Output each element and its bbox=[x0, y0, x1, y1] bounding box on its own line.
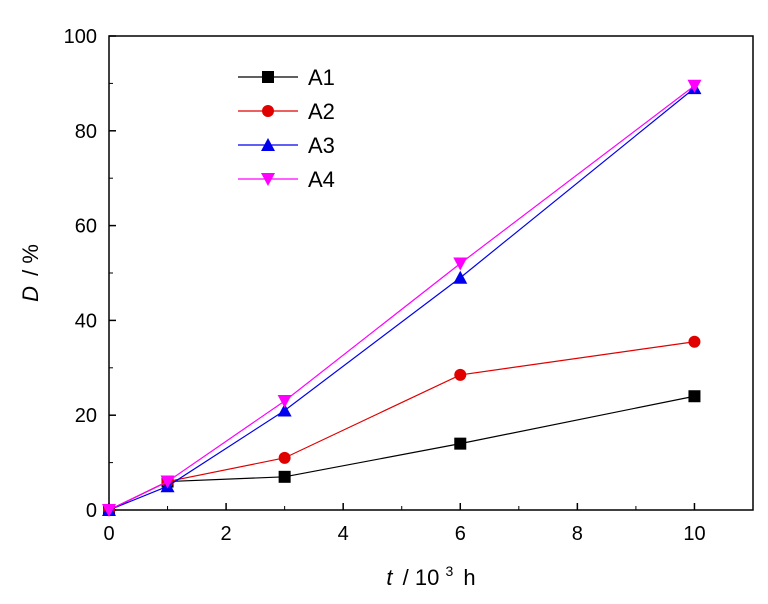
data-point bbox=[687, 79, 702, 93]
series-layer bbox=[102, 79, 702, 517]
x-tick-label: 10 bbox=[683, 523, 705, 545]
legend-item-a1: A1 bbox=[238, 65, 335, 90]
data-point bbox=[160, 475, 175, 489]
x-tick-label: 2 bbox=[221, 523, 232, 545]
legend-label: A3 bbox=[308, 133, 335, 158]
y-tick-label: 0 bbox=[86, 500, 97, 522]
y-tick-label: 60 bbox=[75, 216, 97, 238]
data-point bbox=[688, 390, 701, 403]
y-tick-label: 40 bbox=[75, 310, 97, 332]
legend-item-a4: A4 bbox=[238, 167, 335, 192]
x-tick-label: 8 bbox=[572, 523, 583, 545]
series-a2 bbox=[103, 335, 701, 516]
series-a4 bbox=[102, 79, 702, 517]
series-line bbox=[108, 395, 695, 511]
data-point bbox=[102, 504, 116, 517]
legend-marker bbox=[262, 105, 274, 117]
y-tick-label: 20 bbox=[75, 405, 97, 427]
series-line bbox=[108, 341, 695, 511]
legend-label: A4 bbox=[308, 167, 335, 192]
legend-item-a3: A3 bbox=[238, 133, 335, 158]
x-tick-label: 6 bbox=[455, 523, 466, 545]
data-point bbox=[277, 403, 292, 417]
data-point bbox=[277, 394, 292, 408]
data-point bbox=[278, 451, 291, 464]
legend: A1 A2 A3 A4 bbox=[238, 65, 335, 192]
x-axis-title: t / 10 3 h bbox=[386, 556, 475, 590]
data-point bbox=[454, 368, 467, 381]
data-point bbox=[453, 270, 468, 284]
data-point bbox=[453, 257, 468, 271]
legend-marker bbox=[262, 71, 274, 83]
x-tick-label: 4 bbox=[338, 523, 349, 545]
series-a1 bbox=[103, 390, 701, 516]
legend-marker bbox=[261, 138, 275, 151]
legend-item-a2: A2 bbox=[238, 99, 335, 124]
plot-frame bbox=[108, 35, 754, 511]
y-tick-label: 80 bbox=[75, 121, 97, 143]
y-axis-title: D / % bbox=[18, 244, 43, 302]
legend-marker bbox=[261, 173, 275, 186]
y-tick-label: 100 bbox=[64, 26, 97, 48]
legend-label: A1 bbox=[308, 65, 335, 90]
data-point bbox=[454, 437, 467, 450]
x-tick-label: 0 bbox=[103, 523, 114, 545]
series-line bbox=[108, 85, 695, 511]
data-point bbox=[278, 470, 291, 483]
data-point bbox=[688, 335, 701, 348]
legend-label: A2 bbox=[308, 99, 335, 124]
series-a3 bbox=[102, 81, 702, 516]
series-line bbox=[108, 87, 695, 511]
